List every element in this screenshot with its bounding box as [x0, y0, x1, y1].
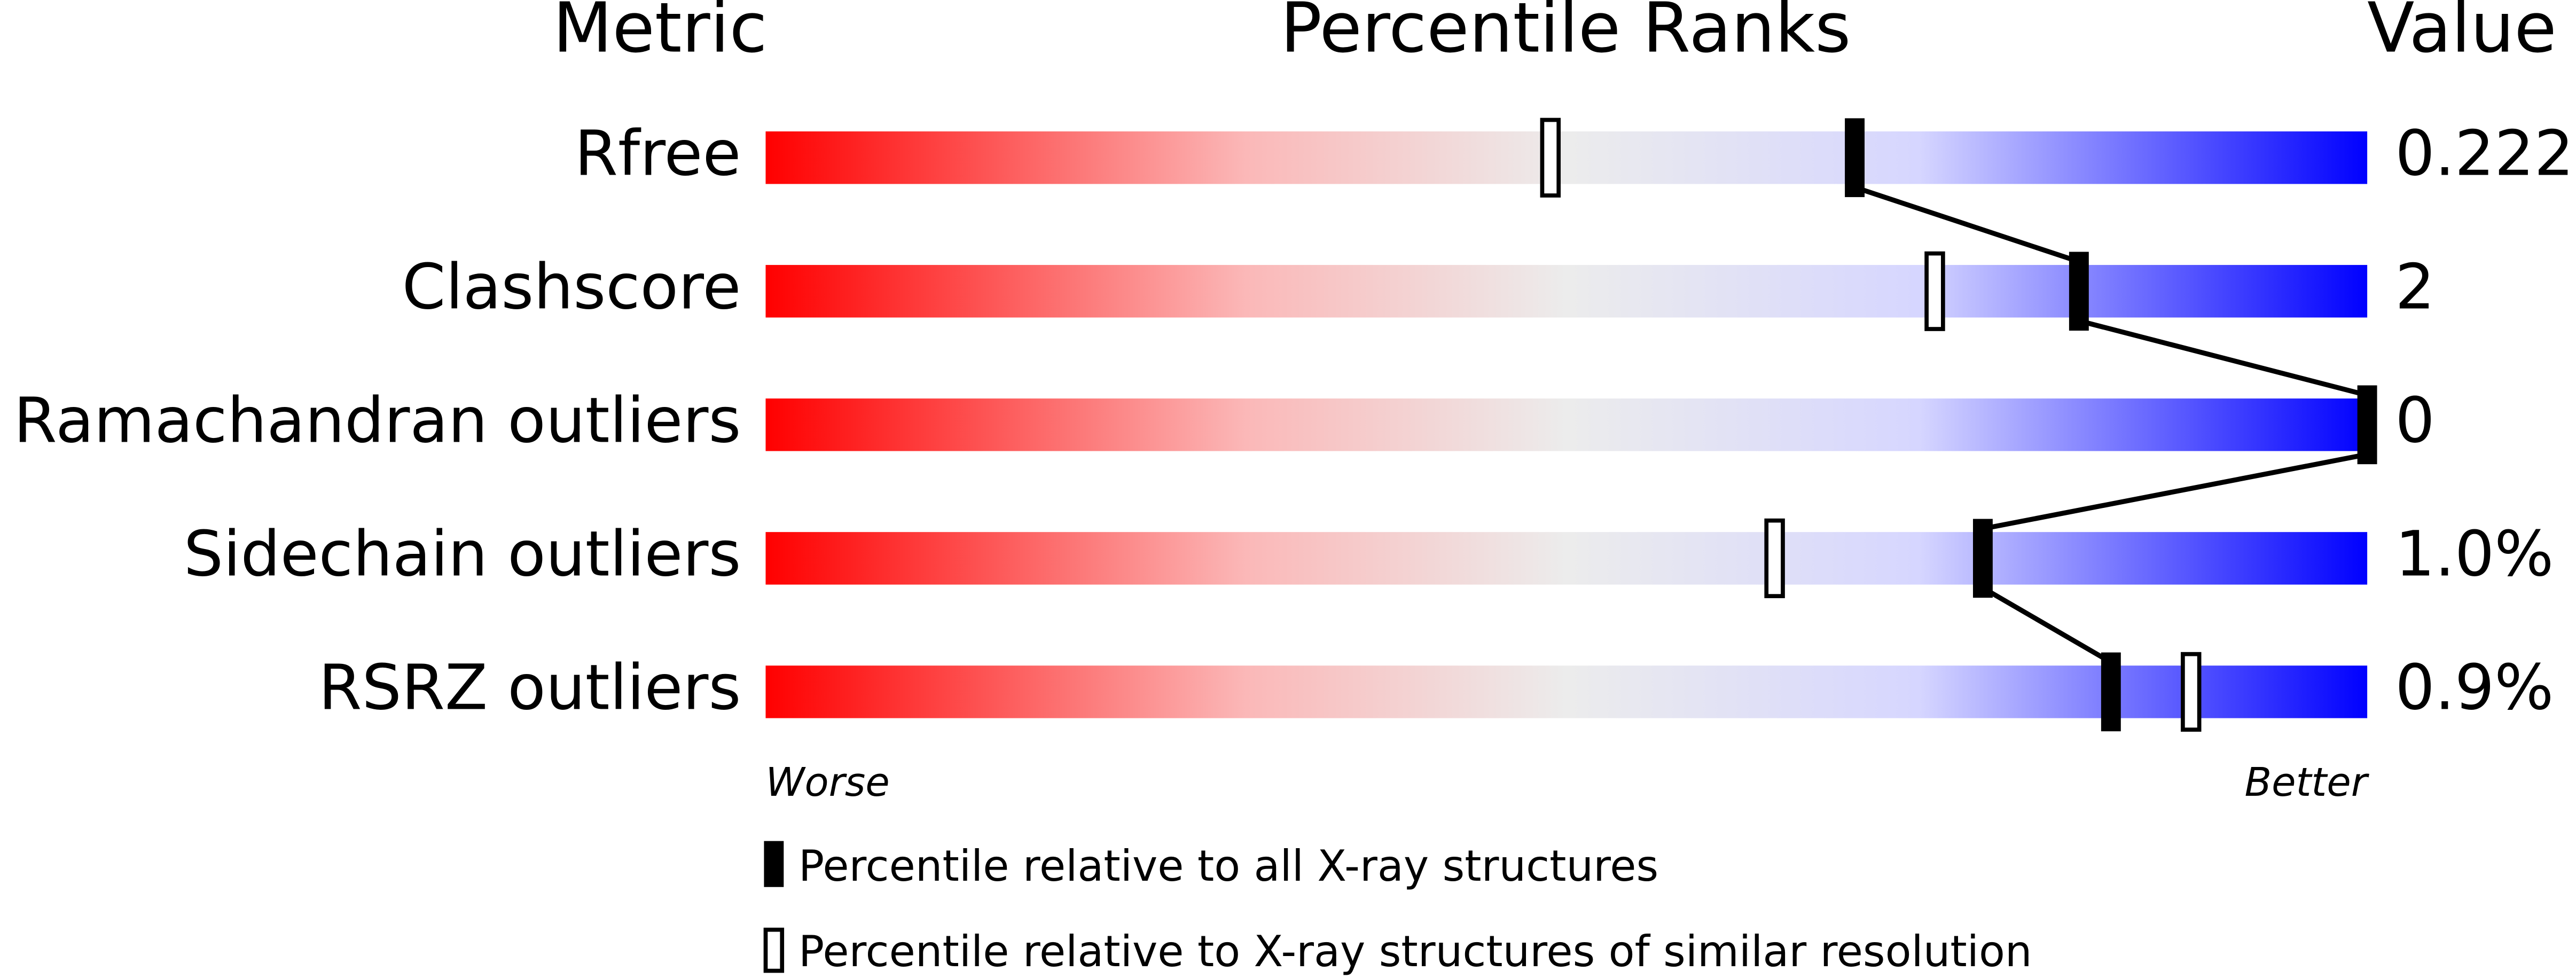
metric-value: 2: [2395, 251, 2434, 324]
legend-label: Percentile relative to X-ray structures …: [798, 927, 2032, 976]
metric-header: Metric: [553, 0, 768, 68]
metric-value: 1.0%: [2395, 518, 2554, 591]
similar-resolution-marker: [1540, 118, 1561, 198]
chart-title: Percentile Ranks: [1280, 0, 1851, 68]
percentile-bar-background: [765, 131, 2368, 184]
metric-label: Sidechain outliers: [184, 518, 741, 591]
percentile-bar-background: [765, 398, 2368, 451]
connector-line: [1982, 585, 2112, 665]
x-label-high: Better: [2244, 759, 2369, 805]
all-structures-marker: [2069, 252, 2089, 331]
metric-value: 0.222: [2395, 117, 2574, 190]
all-structures-marker: [1845, 118, 1865, 198]
legend-swatch-open: [763, 927, 785, 973]
metric-value: 0.9%: [2395, 652, 2554, 724]
similar-resolution-marker: [1764, 518, 1785, 598]
metric-label: Clashscore: [402, 251, 741, 324]
legend-swatch-filled: [764, 841, 784, 887]
value-header: Value: [2367, 0, 2557, 68]
all-structures-marker: [1972, 519, 1993, 598]
percentile-bar-background: [765, 665, 2368, 718]
percentile-bar-background: [765, 532, 2368, 585]
connector-line: [1854, 185, 2080, 264]
connector-line: [1982, 452, 2368, 531]
percentile-bar-background: [765, 265, 2368, 318]
similar-resolution-marker: [1924, 251, 1945, 331]
metric-label: Ramachandran outliers: [13, 385, 741, 457]
metric-value: 0: [2395, 385, 2434, 457]
all-structures-marker: [2101, 652, 2121, 732]
similar-resolution-marker: [2181, 652, 2202, 732]
connector-line: [2078, 318, 2368, 398]
legend-label: Percentile relative to all X-ray structu…: [798, 841, 1658, 891]
metric-label: RSRZ outliers: [318, 652, 741, 724]
all-structures-marker: [2357, 385, 2377, 465]
metric-label: Rfree: [575, 117, 741, 190]
x-label-low: Worse: [765, 759, 889, 805]
